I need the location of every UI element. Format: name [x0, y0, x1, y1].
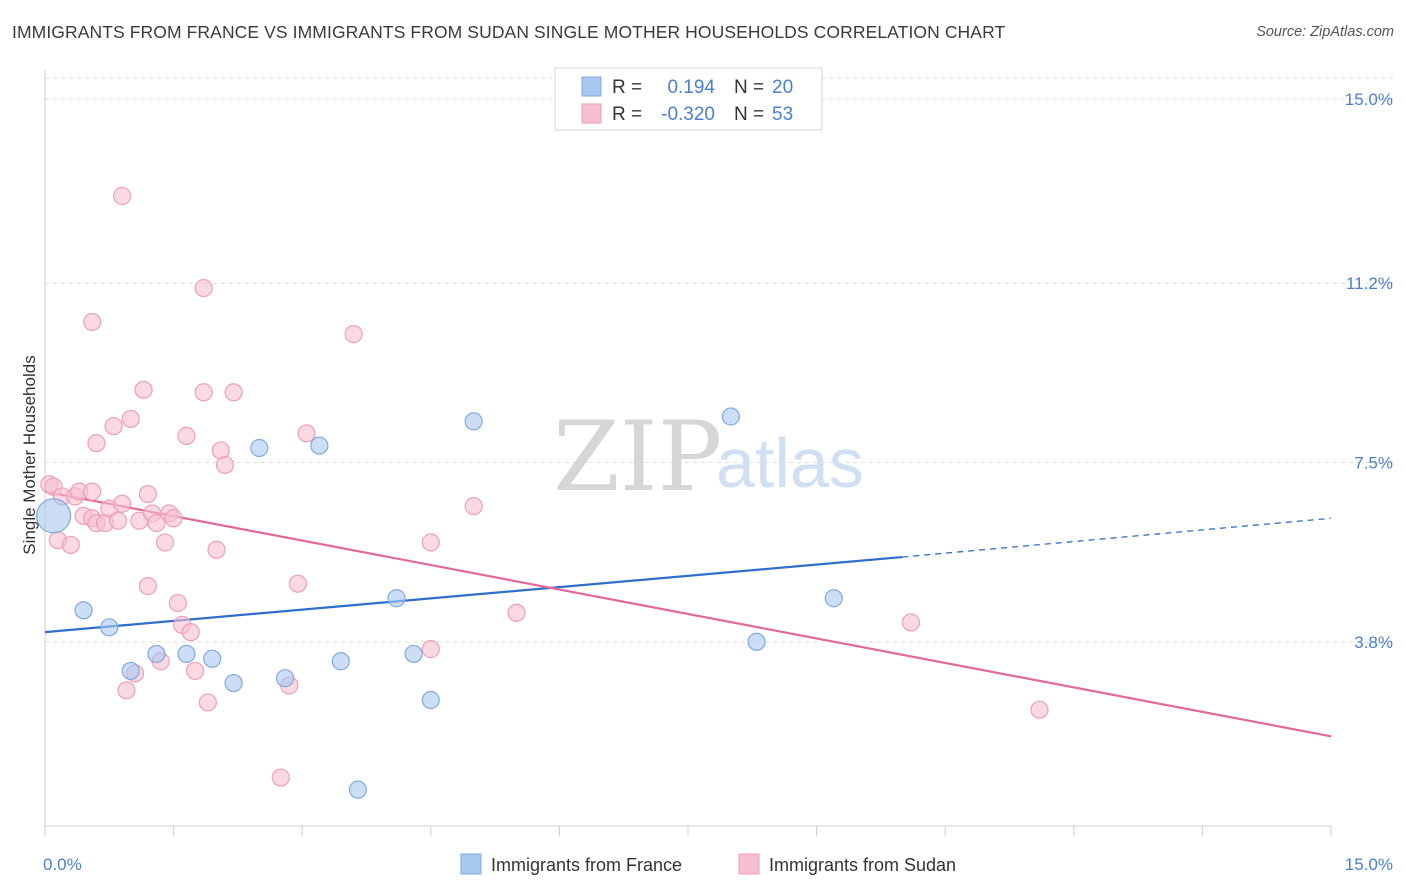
sudan-n-label: N =	[734, 104, 764, 125]
france-n-value: 20	[772, 77, 793, 98]
sudan-stats-swatch	[581, 103, 602, 124]
data-points	[35, 186, 1049, 799]
france-point	[348, 780, 368, 799]
sudan-point	[87, 434, 106, 453]
legend: Immigrants from France Immigrants from S…	[460, 853, 956, 875]
france-point	[100, 618, 119, 637]
source-credit: Source: ZipAtlas.com	[1256, 24, 1394, 40]
france-point	[464, 412, 483, 431]
sudan-point	[198, 693, 217, 712]
france-point	[177, 644, 196, 664]
x-tick-label: 0.0%	[43, 855, 82, 874]
sudan-point	[207, 540, 226, 559]
france-n-label: N =	[734, 77, 764, 98]
chart-title: IMMIGRANTS FROM FRANCE VS IMMIGRANTS FRO…	[12, 22, 1006, 42]
sudan-point	[181, 623, 200, 642]
france-trend-line	[44, 555, 903, 634]
sudan-point	[271, 768, 290, 787]
france-trend-extension	[902, 517, 1332, 558]
france-point	[250, 438, 269, 458]
sudan-point	[83, 312, 102, 332]
france-point	[387, 589, 406, 608]
y-tick-label: 15.0%	[1345, 90, 1393, 109]
x-tick-label: 15.0%	[1345, 855, 1393, 874]
sudan-r-value: -0.320	[661, 104, 715, 125]
sudan-point	[464, 497, 483, 516]
y-tick-label: 7.5%	[1354, 454, 1393, 473]
france-point	[35, 498, 72, 534]
legend-swatch-france	[460, 853, 482, 875]
gridlines	[45, 77, 1395, 643]
france-point	[824, 589, 843, 608]
sudan-point	[164, 509, 183, 528]
sudan-point	[83, 482, 102, 501]
watermark-atlas: atlas	[716, 424, 864, 502]
sudan-point	[901, 613, 921, 632]
sudan-point	[108, 511, 127, 530]
y-tick-label: 11.2%	[1346, 274, 1393, 293]
france-point	[147, 644, 166, 664]
sudan-point	[421, 533, 440, 552]
legend-item-sudan[interactable]: Immigrants from Sudan	[738, 853, 956, 875]
sudan-trend-line	[44, 490, 1332, 738]
zipatlas-watermark: ZIP atlas	[553, 401, 864, 513]
sudan-point	[134, 380, 153, 399]
sudan-point	[113, 186, 132, 206]
sudan-point	[224, 383, 243, 402]
sudan-point	[168, 593, 187, 613]
france-point	[404, 644, 423, 664]
axes: 3.8% 7.5% 11.2% 15.0% 0.0% 15.0%	[43, 70, 1393, 874]
sudan-point	[61, 535, 80, 555]
france-point	[310, 436, 329, 455]
sudan-point	[194, 278, 213, 298]
sudan-point	[344, 325, 363, 344]
sudan-point	[147, 514, 166, 533]
sudan-point	[113, 494, 132, 513]
legend-item-france[interactable]: Immigrants from France	[460, 853, 682, 875]
france-stats-swatch	[581, 76, 602, 97]
sudan-point	[194, 383, 213, 402]
y-axis-label: Single Mother Households	[20, 355, 39, 554]
stats-box: R = 0.194 N = 20 R = -0.320 N = 53	[554, 67, 823, 131]
y-tick-label: 3.8%	[1354, 633, 1393, 652]
watermark-zip: ZIP	[553, 401, 722, 513]
sudan-point	[121, 409, 140, 429]
sudan-point	[185, 661, 205, 681]
france-point	[74, 601, 93, 620]
trend-lines	[44, 490, 1332, 738]
france-point	[224, 673, 243, 693]
sudan-point	[177, 426, 196, 445]
sudan-point	[1030, 700, 1049, 719]
sudan-point	[507, 603, 526, 622]
sudan-point	[117, 681, 136, 700]
sudan-n-value: 53	[772, 104, 793, 125]
sudan-point	[297, 424, 316, 443]
france-r-label: R =	[612, 77, 642, 98]
sudan-point	[215, 455, 235, 475]
france-point	[721, 407, 740, 426]
legend-label-france: Immigrants from France	[491, 855, 682, 875]
france-point	[203, 649, 222, 668]
legend-swatch-sudan	[738, 853, 760, 875]
sudan-point	[288, 574, 308, 593]
sudan-point	[155, 533, 175, 552]
france-r-value: 0.194	[667, 77, 715, 98]
france-point	[121, 661, 140, 681]
legend-label-sudan: Immigrants from Sudan	[769, 855, 956, 875]
france-point	[331, 652, 350, 671]
sudan-point	[138, 484, 157, 504]
france-point	[421, 690, 440, 710]
france-point	[275, 669, 295, 688]
sudan-point	[104, 417, 123, 436]
france-point	[747, 632, 766, 651]
sudan-r-label: R =	[612, 104, 642, 125]
sudan-point	[421, 640, 440, 659]
sudan-point	[138, 577, 157, 596]
